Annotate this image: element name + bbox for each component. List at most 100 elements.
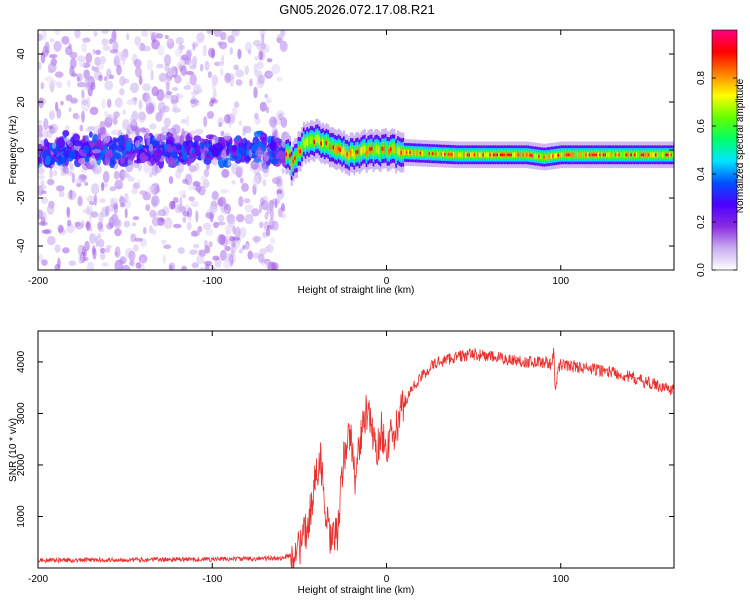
spectral-blob (149, 123, 157, 130)
ridge-cell (456, 153, 459, 157)
spectral-blob (39, 184, 47, 190)
ridge-cell (640, 153, 643, 157)
ridge-cell (529, 153, 532, 157)
ridge-cell (560, 153, 563, 157)
ridge-cell (545, 155, 548, 159)
spectral-blob (47, 178, 55, 186)
ridge-cell (466, 153, 469, 157)
ridge-cell (390, 147, 393, 152)
ridge-cell (344, 151, 347, 156)
ridge-cell (571, 153, 574, 157)
spectral-blob (111, 142, 118, 151)
spectral-blob (157, 44, 165, 56)
x-tick-label: 0 (384, 276, 390, 287)
ridge-cell (405, 151, 408, 154)
spectral-blob (211, 74, 219, 86)
spectral-blob (218, 234, 226, 245)
spectral-blob (149, 225, 153, 234)
ridge-cell (539, 155, 542, 159)
spectral-blob (113, 111, 120, 119)
ridge-cell (557, 153, 560, 157)
spectral-blob (154, 133, 161, 142)
spectral-blob (95, 49, 101, 55)
spectral-blob (41, 259, 48, 266)
x-tick-label: 0 (384, 574, 390, 585)
ridge-cell (510, 153, 513, 157)
ridge-cell (393, 146, 396, 151)
y-tick-label: 2000 (16, 453, 27, 476)
ridge-cell (550, 154, 553, 158)
spectral-blob (81, 41, 87, 53)
spectral-blob (139, 127, 147, 133)
spectral-blob (259, 221, 264, 229)
spectral-blob (105, 114, 114, 123)
spectral-blob (48, 125, 53, 130)
spectral-blob (54, 30, 60, 35)
ridge-cell (388, 149, 391, 154)
spectral-blob (112, 30, 117, 41)
spectral-blob (248, 49, 252, 55)
spectral-blob (243, 198, 251, 204)
spectral-blob (62, 247, 70, 254)
ridge-cell (642, 153, 645, 157)
spectral-blob (166, 143, 172, 153)
spectral-blob (144, 94, 152, 107)
spectral-blob (143, 227, 147, 235)
x-tick-label: 100 (552, 574, 569, 585)
spectral-blob (259, 101, 267, 112)
spectral-blob (101, 98, 106, 109)
spectral-blob (186, 81, 191, 87)
spectral-blob (181, 265, 188, 270)
ridge-cell (501, 153, 504, 157)
spectral-blob (40, 139, 45, 147)
spectral-blob (125, 133, 129, 142)
spectral-blob (155, 33, 164, 39)
spectral-blob (38, 97, 44, 109)
ridge-cell (618, 153, 621, 157)
spectral-blob (45, 155, 51, 166)
ridge-cell (426, 152, 429, 155)
ridge-cell (609, 153, 612, 157)
ridge-cell (485, 153, 488, 157)
spectral-blob (120, 49, 129, 61)
spectral-blob (226, 146, 230, 156)
spectral-blob (172, 101, 178, 112)
spectral-blob (150, 69, 154, 81)
spectral-blob (167, 67, 177, 74)
spectral-blob (220, 31, 227, 41)
spectral-blob (156, 184, 160, 192)
ridge-cell (663, 153, 666, 157)
spectral-blob (160, 132, 164, 140)
spectral-blob (171, 87, 179, 91)
spectral-blob (105, 149, 113, 154)
spectral-blob (244, 154, 251, 163)
spectral-blob (79, 124, 84, 132)
spectral-blob (68, 107, 72, 113)
ridge-cell (363, 147, 366, 152)
ridge-cell (370, 146, 373, 151)
spectral-blob (84, 69, 91, 82)
spectral-blob (163, 93, 173, 100)
spectral-blob (267, 261, 277, 270)
spectral-blob (122, 173, 131, 179)
spectral-blob (69, 57, 77, 69)
ridge-cell (461, 153, 464, 157)
spectral-blob (141, 30, 149, 38)
ridge-cell (308, 140, 311, 145)
ridge-cell (381, 146, 384, 151)
spectrogram-xlabel: Height of straight line (km) (298, 285, 415, 296)
spectral-blob (62, 130, 70, 137)
spectral-blob (41, 190, 47, 195)
spectral-blob (81, 161, 91, 171)
spectral-blob (151, 195, 160, 207)
spectral-blob (181, 118, 187, 124)
ridge-cell (578, 153, 581, 157)
spectral-blob (149, 31, 154, 36)
spectral-blob (82, 208, 92, 214)
snr-xlabel: Height of straight line (km) (298, 585, 415, 596)
spectral-blob (142, 161, 152, 173)
spectral-blob (174, 203, 183, 214)
spectral-blob (69, 189, 73, 199)
spectral-blob (247, 250, 253, 260)
